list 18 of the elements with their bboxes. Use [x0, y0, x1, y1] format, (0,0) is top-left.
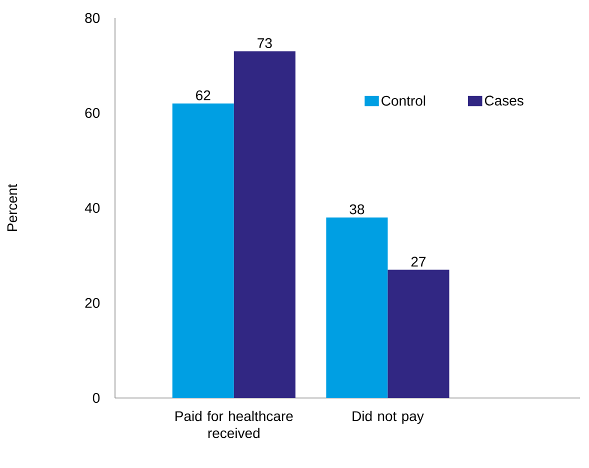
legend-label: Control: [382, 95, 426, 106]
legend-label: Cases: [484, 96, 524, 106]
bar: [326, 217, 388, 398]
y-tick-label: 80: [85, 13, 100, 23]
y-tick-label: 20: [85, 298, 100, 308]
data-label: 38: [350, 204, 364, 214]
bar: [388, 270, 450, 398]
bar: [172, 103, 234, 398]
y-tick-label: 40: [84, 203, 100, 213]
data-label: 27: [411, 256, 426, 267]
x-tick-label: Paid for healthcare received: [176, 410, 293, 438]
x-tick-label: Did not pay: [352, 410, 424, 424]
y-tick-label: 0: [92, 393, 100, 403]
data-label: 73: [258, 38, 272, 48]
y-tick-label: 60: [85, 108, 100, 118]
bar: [234, 51, 296, 398]
data-label: 62: [196, 90, 210, 100]
y-axis-title: Percent: [7, 184, 18, 231]
